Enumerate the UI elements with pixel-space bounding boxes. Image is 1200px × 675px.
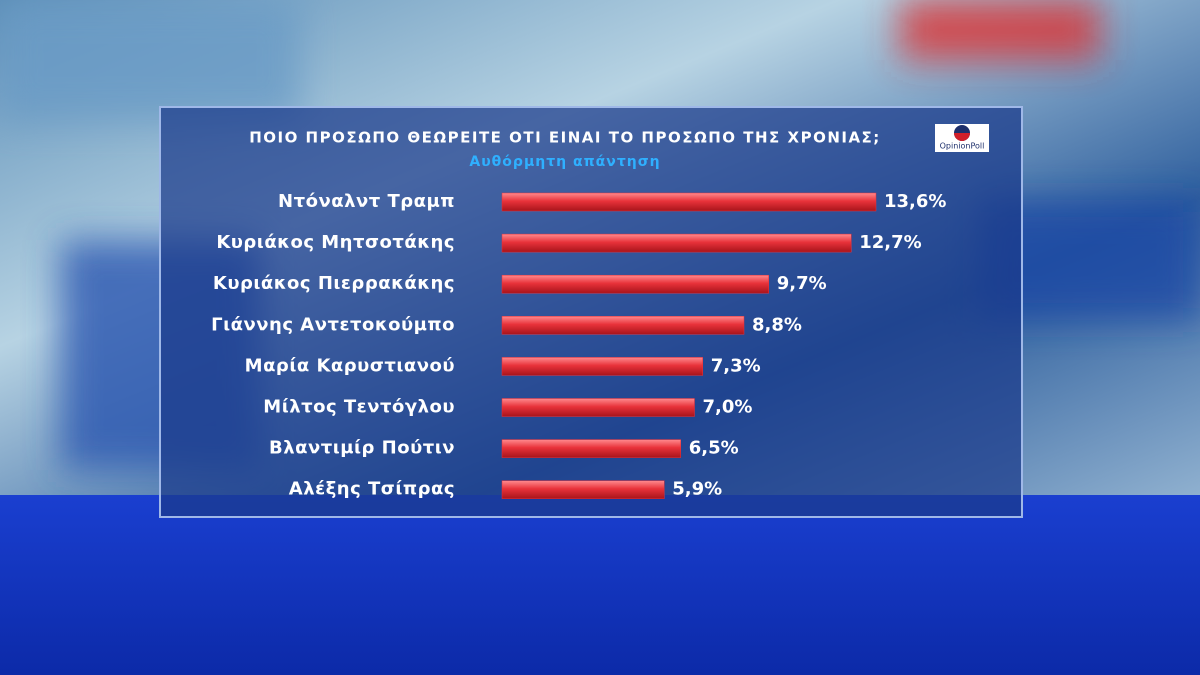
category-label: Βλαντιμίρ Πούτιν [269, 438, 455, 459]
chart-title: ΠΟΙΟ ΠΡΟΣΩΠΟ ΘΕΩΡΕΙΤΕ ΟΤΙ ΕΙΝΑΙ ΤΟ ΠΡΟΣΩ… [249, 129, 881, 147]
bar [501, 274, 769, 294]
category-label: Αλέξης Τσίπρας [289, 479, 455, 500]
category-label: Κυριάκος Μητσοτάκης [216, 232, 455, 253]
bar [501, 316, 745, 335]
bar [501, 192, 877, 212]
chart-subtitle: Αυθόρμητη απάντηση [469, 154, 660, 170]
category-label: Ντόναλντ Τραμπ [278, 191, 455, 212]
value-label: 7,3% [711, 355, 761, 376]
value-label: 12,7% [859, 232, 921, 253]
value-label: 7,0% [703, 397, 753, 418]
category-label: Γιάννης Αντετοκούμπο [211, 314, 455, 335]
bar [501, 480, 665, 499]
category-label: Μαρία Καρυστιανού [245, 355, 455, 376]
value-label: 6,5% [689, 438, 739, 459]
bar [501, 233, 852, 253]
floor [0, 495, 1200, 675]
logo-text: OpinionPoll [940, 142, 985, 151]
category-label: Κυριάκος Πιερρακάκης [213, 273, 455, 294]
category-label: Μίλτος Τεντόγλου [263, 397, 455, 418]
value-label: 5,9% [672, 479, 722, 500]
bar [501, 357, 703, 376]
bar [501, 398, 695, 417]
value-label: 13,6% [884, 191, 946, 212]
bar [501, 439, 681, 458]
logo-dot-half [954, 133, 970, 141]
value-label: 9,7% [777, 273, 827, 294]
value-label: 8,8% [752, 314, 802, 335]
